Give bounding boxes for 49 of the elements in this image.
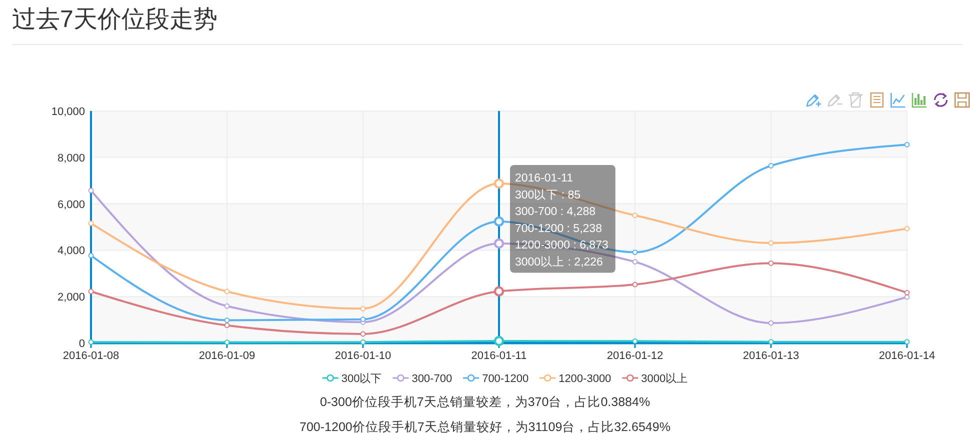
y-tick-label: 10,000 [51, 106, 85, 118]
point [360, 331, 366, 337]
legend-label: 700-1200 [482, 373, 529, 385]
x-tick-label: 2016-01-13 [742, 350, 800, 362]
point [768, 163, 774, 168]
point [768, 339, 774, 345]
legend-label: 1200-3000 [558, 373, 612, 385]
point [632, 282, 638, 288]
point [768, 240, 774, 246]
y-tick-label: 4,000 [57, 245, 85, 258]
point [224, 340, 230, 346]
y-tick-label: 0 [78, 338, 85, 350]
x-tick-label: 2016-01-09 [198, 350, 256, 362]
x-tick-label: 2016-01-10 [334, 350, 392, 362]
point [632, 212, 638, 218]
point [904, 290, 910, 296]
point [632, 259, 638, 264]
point [632, 338, 638, 344]
point [224, 303, 230, 309]
point [88, 188, 94, 194]
x-tick-label: 2016-01-08 [62, 350, 120, 362]
point [88, 220, 94, 226]
point [88, 339, 94, 345]
point [360, 316, 366, 322]
x-tick-label: 2016-01-11 [471, 350, 527, 362]
chart-title: 过去7天价位段走势 [12, 6, 218, 33]
y-tick-label: 2,000 [57, 292, 85, 304]
point [88, 288, 94, 294]
text: 0-300价位段手机7天总销量较差，为370台，占比0.3884% [320, 395, 650, 409]
point [904, 226, 910, 232]
y-tick-label: 8,000 [57, 152, 85, 164]
y-tick-label: 6,000 [57, 198, 85, 211]
point [904, 339, 910, 345]
point [224, 322, 230, 328]
legend-label: 300以下 [341, 372, 382, 385]
point [224, 288, 230, 294]
legend-label: 3000以上 [641, 372, 688, 385]
point [360, 339, 366, 345]
point [632, 250, 638, 255]
point [768, 320, 774, 326]
x-tick-label: 2016-01-14 [878, 350, 936, 362]
point [88, 252, 94, 258]
legend-label: 300-700 [412, 373, 452, 385]
x-tick-label: 2016-01-12 [606, 350, 664, 362]
point [360, 306, 366, 312]
point [768, 260, 774, 266]
point [224, 318, 230, 323]
point [904, 142, 910, 148]
text: 700-1200价位段手机7天总销量较好，为31109台，占比32.6549% [300, 420, 670, 433]
